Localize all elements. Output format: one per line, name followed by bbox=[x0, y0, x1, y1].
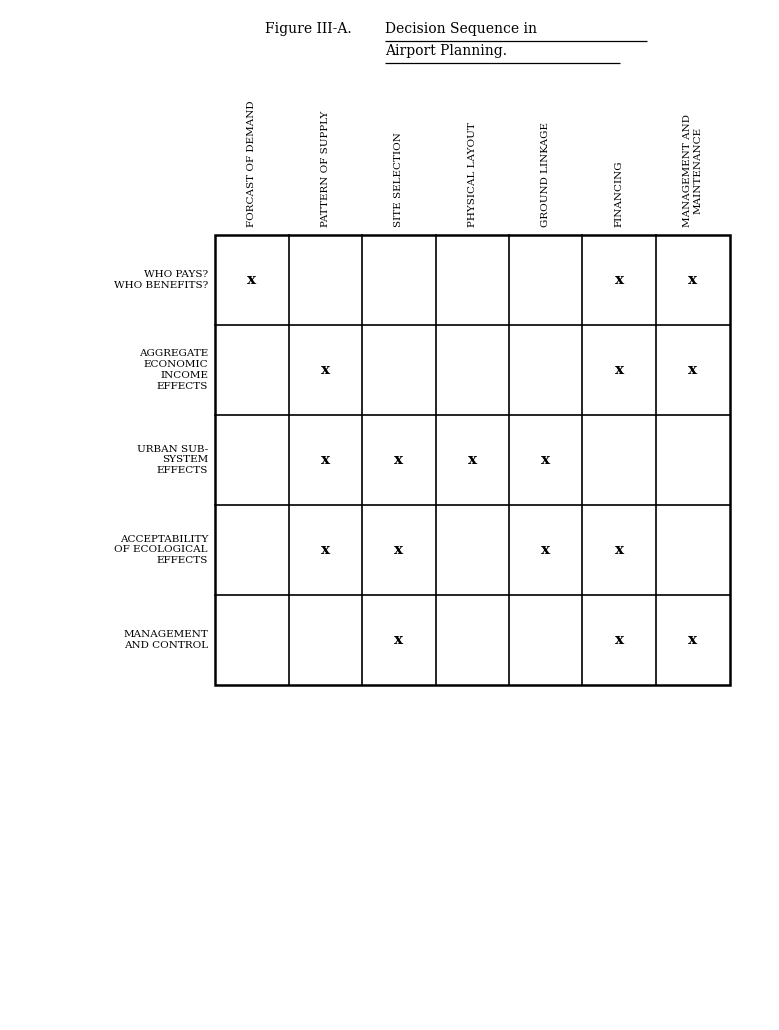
Text: FORCAST OF DEMAND: FORCAST OF DEMAND bbox=[247, 100, 256, 227]
Text: Figure III-A.: Figure III-A. bbox=[265, 22, 351, 36]
Text: x: x bbox=[615, 273, 624, 287]
Text: Decision Sequence in: Decision Sequence in bbox=[385, 22, 537, 36]
Bar bbox=[215, 235, 729, 685]
Text: GROUND LINKAGE: GROUND LINKAGE bbox=[541, 122, 550, 227]
Text: FINANCING: FINANCING bbox=[615, 161, 624, 227]
Text: x: x bbox=[394, 543, 404, 557]
Text: x: x bbox=[321, 453, 330, 467]
Text: x: x bbox=[615, 543, 624, 557]
Text: x: x bbox=[394, 453, 404, 467]
Text: x: x bbox=[394, 633, 404, 647]
Text: SITE SELECTION: SITE SELECTION bbox=[394, 132, 404, 227]
Text: PHYSICAL LAYOUT: PHYSICAL LAYOUT bbox=[467, 123, 477, 227]
Text: Airport Planning.: Airport Planning. bbox=[385, 44, 507, 58]
Text: URBAN SUB-
SYSTEM
EFFECTS: URBAN SUB- SYSTEM EFFECTS bbox=[137, 445, 208, 475]
Text: WHO PAYS?
WHO BENEFITS?: WHO PAYS? WHO BENEFITS? bbox=[114, 270, 208, 289]
Text: x: x bbox=[541, 453, 550, 467]
Text: x: x bbox=[541, 543, 550, 557]
Text: x: x bbox=[688, 633, 697, 647]
Text: x: x bbox=[467, 453, 477, 467]
Text: PATTERN OF SUPPLY: PATTERN OF SUPPLY bbox=[321, 110, 330, 227]
Text: AGGREGATE
ECONOMIC
INCOME
EFFECTS: AGGREGATE ECONOMIC INCOME EFFECTS bbox=[139, 349, 208, 390]
Text: x: x bbox=[615, 633, 624, 647]
Text: x: x bbox=[321, 543, 330, 557]
Text: x: x bbox=[615, 363, 624, 377]
Text: MANAGEMENT AND
MAINTENANCE: MANAGEMENT AND MAINTENANCE bbox=[683, 114, 703, 227]
Text: x: x bbox=[247, 273, 256, 287]
Text: x: x bbox=[688, 363, 697, 377]
Text: MANAGEMENT
AND CONTROL: MANAGEMENT AND CONTROL bbox=[123, 630, 208, 650]
Text: x: x bbox=[688, 273, 697, 287]
Text: x: x bbox=[321, 363, 330, 377]
Text: ACCEPTABILITY
OF ECOLOGICAL
EFFECTS: ACCEPTABILITY OF ECOLOGICAL EFFECTS bbox=[115, 535, 208, 565]
